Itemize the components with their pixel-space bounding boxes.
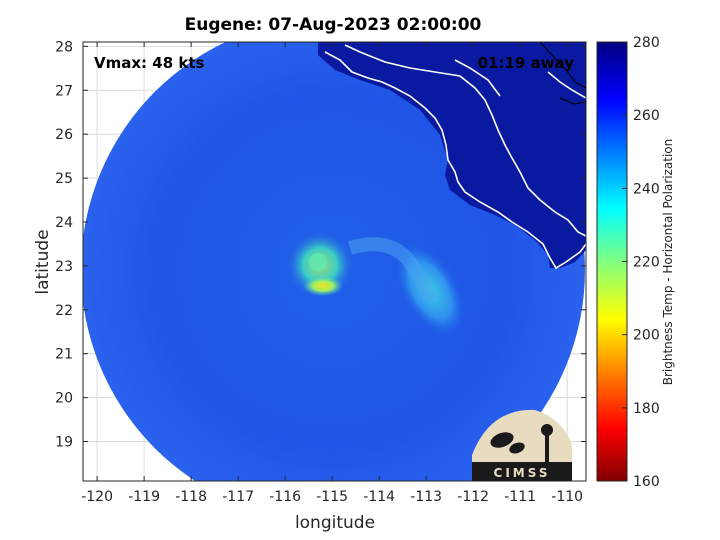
y-tick-label: 26: [55, 127, 73, 143]
warm-core: [303, 276, 343, 296]
logo-bar: [472, 462, 572, 481]
colorbar-label: Brightness Temp - Horizontal Polarizatio…: [661, 139, 675, 386]
colorbar-tick-label: 200: [633, 328, 660, 344]
dish-icon: [490, 432, 514, 448]
chart-title: Eugene: 07-Aug-2023 02:00:00: [185, 15, 482, 35]
x-tick-label: -116: [269, 489, 301, 505]
tower-icon: [545, 428, 549, 462]
logo-text: CIMSS: [494, 466, 551, 480]
y-axis-label: latitude: [33, 229, 53, 294]
x-tick-label: -119: [128, 489, 160, 505]
x-tick-label: -113: [410, 489, 442, 505]
y-tick-label: 23: [55, 259, 73, 275]
x-tick-label: -112: [457, 489, 489, 505]
colorbar-tick-label: 280: [633, 35, 660, 51]
x-tick-label: -120: [81, 489, 113, 505]
x-tick-label: -114: [363, 489, 395, 505]
swath-image: [83, 42, 586, 481]
land-region: [318, 42, 586, 268]
cimss-logo: CIMSS: [472, 409, 572, 481]
x-tick-label: -115: [316, 489, 348, 505]
y-tick-label: 20: [55, 391, 73, 407]
colorbar-tick-label: 240: [633, 181, 660, 197]
x-axis-label: longitude: [295, 513, 375, 533]
tower-top-icon: [541, 424, 553, 436]
coastline: [324, 44, 586, 270]
vmax-label: Vmax: 48 kts: [94, 54, 204, 72]
dish-icon-2: [509, 442, 525, 454]
colorbar-tick-label: 160: [633, 474, 660, 490]
away-label: 01:19 away: [478, 54, 575, 72]
colorbar-tick-label: 220: [633, 255, 660, 271]
x-tick-label: -117: [222, 489, 254, 505]
y-tick-label: 28: [55, 39, 73, 55]
y-tick-label: 27: [55, 83, 73, 99]
colorbar-tick-label: 260: [633, 108, 660, 124]
colorbar-tick-label: 180: [633, 401, 660, 417]
x-tick-label: -111: [504, 489, 536, 505]
x-tick-label: -110: [551, 489, 583, 505]
colorbar-ticks: 160 180 200 220 240 260 280: [622, 35, 660, 490]
y-tick-label: 21: [55, 347, 73, 363]
spiral-arm: [347, 237, 437, 303]
colorbar: 160 180 200 220 240 260 280 Brightness Temp - …: [596, 35, 675, 490]
y-tick-label: 19: [55, 434, 73, 450]
eye: [309, 253, 327, 271]
y-tick-label: 25: [55, 171, 73, 187]
y-tick-label: 24: [55, 215, 73, 231]
y-tick-label: 22: [55, 303, 73, 319]
ticks: -120 -119 -118 -117 -116 -115 -114 -113 -112 -111…: [55, 39, 586, 505]
coastline-outside: [539, 42, 586, 105]
axes-box: [82, 41, 587, 482]
x-tick-label: -118: [175, 489, 207, 505]
